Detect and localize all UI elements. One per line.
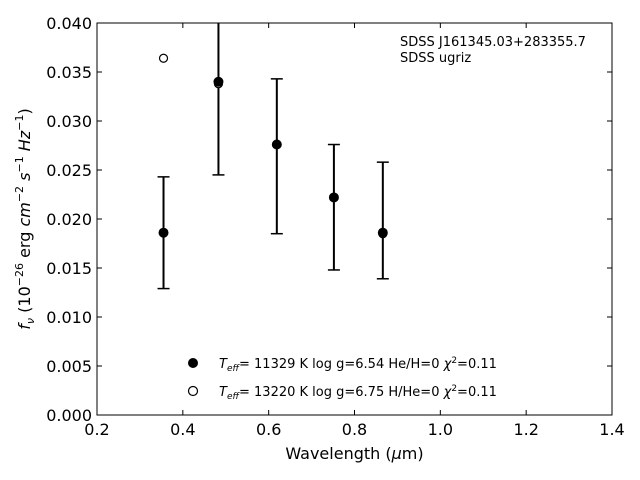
y-tick-label: 0.005	[46, 357, 92, 376]
x-tick-label: 0.6	[256, 420, 281, 439]
model-point-filled	[158, 227, 169, 238]
data-points	[158, 53, 388, 239]
x-axis-label: Wavelength (μm)	[285, 444, 423, 463]
model-point-filled	[271, 139, 282, 150]
x-tick-label: 1.0	[428, 420, 453, 439]
y-tick-label: 0.020	[46, 210, 92, 229]
model-point-filled	[213, 76, 224, 87]
legend-marker-open	[187, 385, 199, 397]
y-tick-label: 0.010	[46, 308, 92, 327]
x-tick-label: 0.2	[84, 420, 109, 439]
model-point-open	[158, 53, 169, 63]
x-tick-label: 0.8	[342, 420, 367, 439]
legend-marker-filled	[188, 358, 198, 368]
y-tick-label: 0.000	[46, 406, 92, 425]
annotation-photometry: SDSS ugriz	[400, 51, 471, 66]
y-axis-label: fν (10−26 erg cm−2 s−1 Hz−1)	[13, 108, 37, 329]
x-tick-label: 0.4	[170, 420, 195, 439]
y-tick-labels: 0.000 0.005 0.010 0.015 0.020 0.025 0.030 0.035…	[46, 14, 92, 425]
model-point-filled	[328, 192, 339, 203]
model-point-filled	[377, 227, 388, 238]
x-tick-label: 1.4	[599, 420, 624, 439]
legend: Teff= 11329 K log g=6.54 He/H=0 χ2=0.11 …	[187, 356, 497, 402]
y-tick-label: 0.040	[46, 14, 92, 33]
y-tick-label: 0.015	[46, 259, 92, 278]
legend-entry-1: Teff= 11329 K log g=6.54 He/H=0 χ2=0.11	[219, 356, 497, 374]
x-tick-label: 1.2	[513, 420, 538, 439]
y-tick-label: 0.030	[46, 112, 92, 131]
legend-entry-2: Teff= 13220 K log g=6.75 H/He=0 χ2=0.11	[219, 384, 497, 402]
annotation-object: SDSS J161345.03+283355.7	[400, 35, 586, 50]
error-bars	[157, 23, 389, 290]
x-tick-labels: 0.2 0.4 0.6 0.8 1.0 1.2 1.4	[84, 420, 624, 439]
y-tick-label: 0.025	[46, 161, 92, 180]
y-tick-label: 0.035	[46, 63, 92, 82]
axis-ticks	[96, 22, 613, 416]
